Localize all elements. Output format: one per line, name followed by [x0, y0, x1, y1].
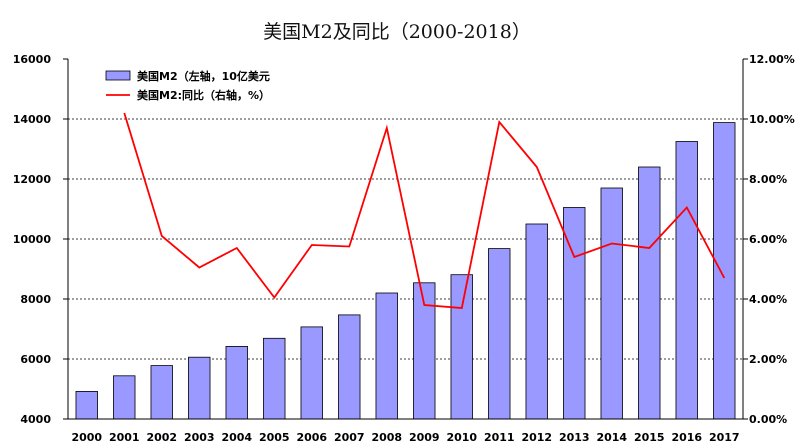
- legend-swatch-m2: [105, 70, 131, 81]
- bar: [488, 248, 511, 420]
- y-right-tick-label: 2.00%: [749, 353, 787, 366]
- legend: 美国M2（左轴，10亿美元 美国M2:同比（右轴，%）: [105, 69, 270, 102]
- y-left-tick-label: 4000: [20, 413, 51, 426]
- x-tick-label: 2012: [521, 431, 552, 444]
- x-tick-label: 2000: [71, 431, 102, 444]
- y-left-tick-label: 8000: [20, 293, 51, 306]
- x-tick-label: 2005: [259, 431, 290, 444]
- y-left-tick-label: 14000: [13, 113, 52, 126]
- x-tick-label: 2011: [484, 431, 515, 444]
- bar: [375, 292, 398, 420]
- y-right-tick-label: 8.00%: [749, 173, 787, 186]
- bar: [450, 274, 473, 420]
- bar: [113, 375, 136, 420]
- x-tick-label: 2009: [409, 431, 440, 444]
- bar: [525, 223, 548, 420]
- y-left-tick-label: 12000: [13, 173, 52, 186]
- bar: [150, 365, 173, 420]
- bar: [188, 356, 211, 420]
- x-tick-label: 2004: [221, 431, 252, 444]
- y-left-tick-label: 6000: [20, 353, 51, 366]
- x-tick-label: 2002: [146, 431, 177, 444]
- x-tick-label: 2016: [671, 431, 702, 444]
- y-right-tick-label: 10.00%: [749, 113, 795, 126]
- x-tick-label: 2015: [634, 431, 665, 444]
- legend-label-m2: 美国M2（左轴，10亿美元: [137, 69, 270, 83]
- line-series: [123, 112, 726, 309]
- y-right-tick-label: 6.00%: [749, 233, 787, 246]
- y-right-tick-label: 12.00%: [749, 53, 795, 66]
- x-tick-label: 2008: [371, 431, 402, 444]
- bar: [225, 345, 248, 420]
- x-tick-label: 2007: [334, 431, 365, 444]
- x-tick-label: 2013: [559, 431, 590, 444]
- gridlines: [68, 118, 743, 360]
- x-tick-label: 2003: [184, 431, 215, 444]
- x-tick-label: 2001: [109, 431, 140, 444]
- bar: [600, 187, 623, 420]
- x-tick-label: 2006: [296, 431, 327, 444]
- axes: 4000 0.00% 6000 2.00% 8000 4.00% 10000 6.00% 120…: [13, 53, 795, 444]
- x-tick-label: 2014: [596, 431, 627, 444]
- bar: [638, 166, 661, 420]
- bar: [338, 314, 361, 420]
- bar-series: [75, 122, 736, 420]
- bar: [713, 122, 736, 420]
- y-left-tick-label: 16000: [13, 53, 52, 66]
- bar: [675, 141, 698, 420]
- y-left-tick-label: 10000: [13, 233, 52, 246]
- bar: [75, 390, 98, 420]
- bar: [300, 326, 323, 420]
- line-yoy: [123, 112, 726, 309]
- y-right-tick-label: 4.00%: [749, 293, 787, 306]
- legend-label-yoy: 美国M2:同比（右轴，%）: [137, 88, 270, 102]
- chart-title: 美国M2及同比（2000-2018）: [263, 21, 531, 43]
- bar: [263, 337, 286, 420]
- x-tick-label: 2010: [446, 431, 477, 444]
- x-tick-label: 2017: [709, 431, 740, 444]
- y-right-tick-label: 0.00%: [749, 413, 787, 426]
